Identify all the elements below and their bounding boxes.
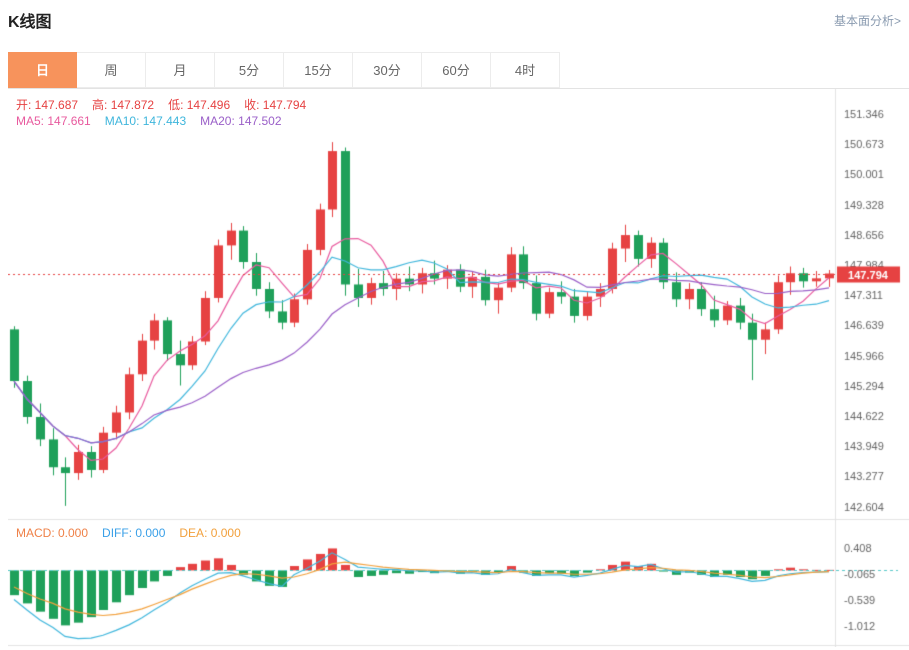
tab-day[interactable]: 日 xyxy=(8,52,77,88)
tab-60min[interactable]: 60分 xyxy=(422,52,491,88)
tab-week[interactable]: 周 xyxy=(77,52,146,88)
timeframe-tabs: 日 周 月 5分 15分 30分 60分 4时 xyxy=(8,52,909,88)
chart-area: 开: 147.687 高: 147.872 低: 147.496 收: 147.… xyxy=(8,88,909,647)
tab-15min[interactable]: 15分 xyxy=(284,52,353,88)
fundamental-analysis-link[interactable]: 基本面分析> xyxy=(833,14,901,28)
tab-5min[interactable]: 5分 xyxy=(215,52,284,88)
tab-month[interactable]: 月 xyxy=(146,52,215,88)
tab-4hour[interactable]: 4时 xyxy=(491,52,560,88)
tab-30min[interactable]: 30分 xyxy=(353,52,422,88)
page-title: K线图 xyxy=(8,14,52,31)
page-header: K线图 基本面分析> xyxy=(0,0,909,34)
kline-chart-canvas[interactable] xyxy=(8,89,909,647)
